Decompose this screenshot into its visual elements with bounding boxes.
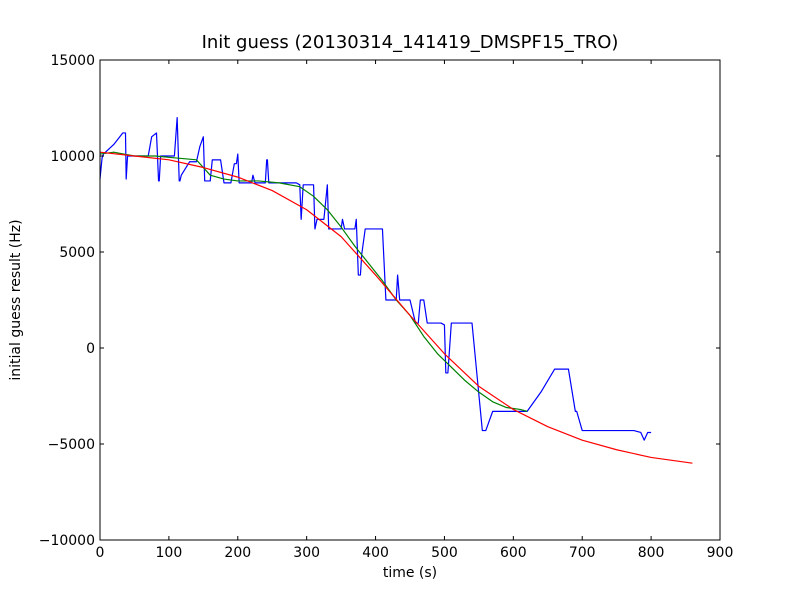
chart-title: Init guess (20130314_141419_DMSPF15_TRO) — [202, 32, 619, 53]
x-tick-label-1: 100 — [156, 545, 183, 561]
y-tick-label-4: 10000 — [50, 149, 95, 165]
series-line-2 — [99, 151, 528, 412]
y-tick-label-5: 15000 — [50, 53, 95, 69]
y-axis: −10000 −5000 0 5000 10000 15000 — [39, 53, 720, 549]
x-tick-label-8: 800 — [638, 545, 665, 561]
series-line-3 — [99, 151, 693, 464]
series-layer — [99, 116, 693, 464]
y-axis-label: initial guess result (Hz) — [8, 219, 24, 380]
y-tick-label-0: −10000 — [39, 533, 95, 549]
x-tick-label-5: 500 — [431, 545, 458, 561]
x-tick-label-0: 0 — [96, 545, 105, 561]
x-axis: 0 100 200 300 400 500 600 700 800 900 — [96, 60, 734, 561]
y-tick-label-2: 0 — [86, 341, 95, 357]
x-tick-label-7: 700 — [569, 545, 596, 561]
y-tick-label-1: −5000 — [48, 437, 95, 453]
x-tick-label-9: 900 — [707, 545, 734, 561]
x-tick-label-2: 200 — [224, 545, 251, 561]
x-tick-label-4: 400 — [362, 545, 389, 561]
x-tick-label-6: 600 — [500, 545, 527, 561]
plot-frame — [99, 59, 721, 541]
x-tick-label-3: 300 — [293, 545, 320, 561]
y-tick-label-3: 5000 — [59, 245, 95, 261]
x-axis-label: time (s) — [383, 565, 437, 581]
series-line-1 — [99, 116, 652, 441]
